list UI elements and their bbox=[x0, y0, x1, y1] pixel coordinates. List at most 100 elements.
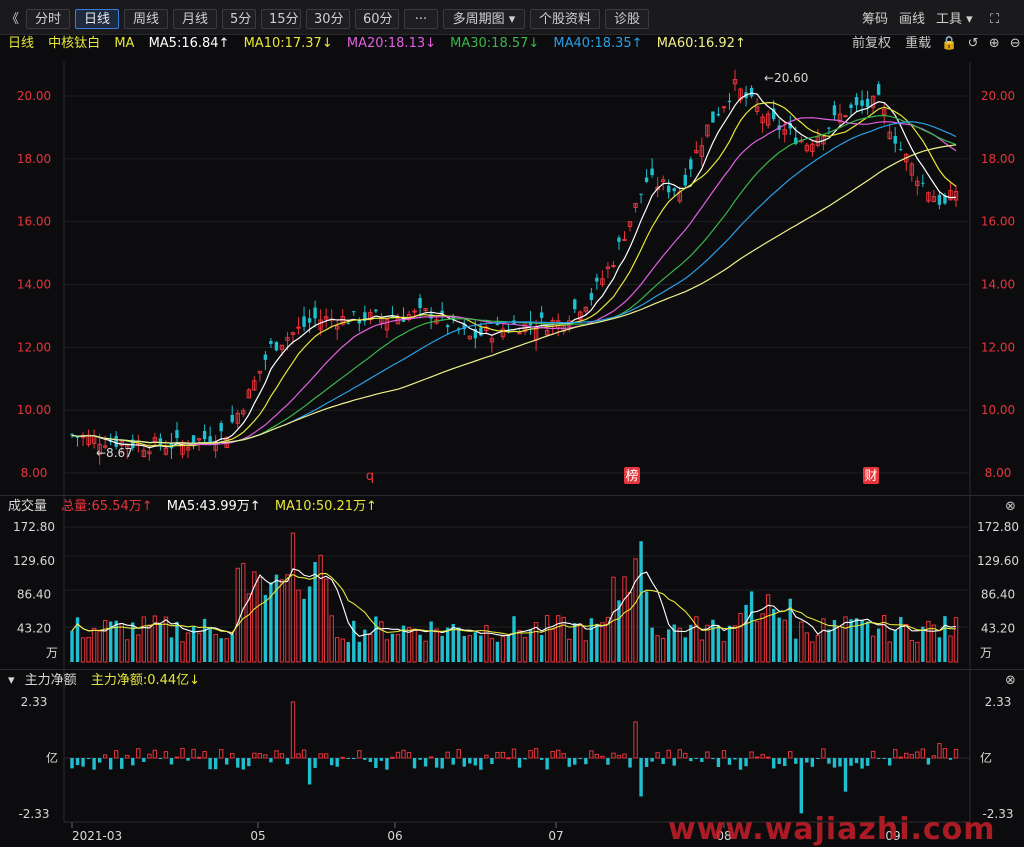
candle-body bbox=[904, 153, 909, 163]
flow-bar bbox=[909, 754, 914, 759]
zoom-in-icon[interactable]: ⊕ bbox=[988, 36, 1000, 51]
price-tick-left: 8.00 bbox=[21, 466, 48, 480]
lock-icon[interactable]: 🔒 bbox=[941, 36, 958, 51]
collapse-left-icon[interactable]: 《 bbox=[6, 12, 20, 27]
tab-1[interactable]: 日线 bbox=[75, 9, 119, 29]
tab-9[interactable]: 多周期图 ▾ bbox=[443, 9, 525, 29]
zoom-out-icon[interactable]: ⊖ bbox=[1009, 36, 1021, 51]
volume-bar bbox=[75, 617, 80, 662]
tools-dropdown[interactable]: 工具 ▾ bbox=[936, 12, 973, 27]
tab-8[interactable]: ··· bbox=[404, 9, 438, 29]
volume-bar bbox=[131, 622, 135, 662]
candle-body bbox=[406, 314, 412, 321]
candle-body bbox=[163, 447, 169, 455]
volume-bar bbox=[91, 628, 97, 663]
volume-bar bbox=[252, 571, 257, 663]
flow-bar bbox=[307, 758, 312, 785]
candle-body bbox=[285, 337, 290, 341]
candle-body bbox=[771, 108, 776, 120]
price-tick-left: 16.00 bbox=[17, 215, 51, 229]
draw-button[interactable]: 画线 bbox=[899, 12, 926, 27]
volume-bar bbox=[765, 594, 771, 663]
tab-4[interactable]: 5分 bbox=[222, 9, 256, 29]
flow-bar bbox=[600, 755, 605, 759]
flow-bar bbox=[379, 758, 384, 761]
flow-bar bbox=[247, 758, 251, 767]
volume-bar bbox=[794, 638, 798, 662]
flow-bar bbox=[777, 758, 781, 765]
collapse-icon[interactable]: ▾ bbox=[8, 673, 15, 688]
volume-bar bbox=[881, 614, 887, 663]
tab-7[interactable]: 60分 bbox=[355, 9, 399, 29]
price-tick-left: 12.00 bbox=[17, 340, 51, 354]
candle-body bbox=[887, 131, 892, 140]
flow-bar bbox=[75, 758, 80, 766]
volume-ma5-line bbox=[71, 568, 957, 637]
flow-bar bbox=[545, 758, 549, 770]
chips-button[interactable]: 筹码 bbox=[862, 12, 889, 27]
flow-bar bbox=[661, 758, 665, 765]
volume-close-icon[interactable]: ⊗ bbox=[1005, 499, 1016, 514]
candle-body bbox=[108, 440, 113, 443]
ma-label: MA bbox=[114, 36, 135, 51]
candle-body bbox=[196, 438, 202, 441]
x-tick-label: 2021-03 bbox=[72, 829, 122, 843]
candle-body bbox=[749, 87, 754, 97]
tab-5[interactable]: 15分 bbox=[261, 9, 301, 29]
volume-bar bbox=[605, 616, 611, 663]
flow-bar bbox=[70, 758, 74, 769]
candle-body bbox=[335, 325, 340, 330]
candle-body bbox=[390, 316, 395, 318]
reload-button[interactable]: 重载 bbox=[905, 36, 932, 51]
flow-close-icon[interactable]: ⊗ bbox=[1005, 673, 1016, 688]
tab-11[interactable]: 诊股 bbox=[605, 9, 649, 29]
volume-bar bbox=[821, 618, 826, 663]
flow-bar bbox=[666, 749, 671, 759]
event-marker-0: q bbox=[366, 469, 374, 484]
volume-bar bbox=[550, 628, 555, 663]
volume-bar bbox=[114, 620, 118, 662]
volume-bar bbox=[213, 633, 218, 663]
volume-ma10: MA10:50.21万↑ bbox=[274, 499, 377, 514]
candle-body bbox=[794, 137, 798, 145]
volume-bar bbox=[677, 627, 682, 663]
flow-bar bbox=[650, 758, 654, 762]
candle-body bbox=[650, 168, 654, 176]
candle-body bbox=[208, 436, 212, 443]
tab-0[interactable]: 分时 bbox=[26, 9, 70, 29]
fullscreen-icon[interactable]: ⛶ bbox=[990, 12, 1000, 27]
volume-bar bbox=[102, 620, 108, 663]
tab-2[interactable]: 周线 bbox=[124, 9, 168, 29]
volume-tick-right: 86.40 bbox=[981, 588, 1015, 602]
candle-body bbox=[689, 159, 693, 170]
candle-body bbox=[374, 309, 378, 312]
volume-bar bbox=[446, 627, 450, 662]
flow-bar bbox=[870, 750, 876, 759]
price-tick-right: 18.00 bbox=[981, 152, 1015, 166]
volume-bar bbox=[683, 637, 687, 662]
flow-bar bbox=[374, 758, 378, 769]
candle-body bbox=[329, 318, 334, 321]
flow-bar bbox=[208, 758, 212, 770]
volume-bar bbox=[296, 589, 301, 663]
candle-body bbox=[279, 344, 285, 351]
volume-bar bbox=[467, 635, 473, 663]
tab-3[interactable]: 月线 bbox=[173, 9, 217, 29]
volume-bar bbox=[340, 638, 345, 663]
flow-bar bbox=[953, 748, 959, 759]
candle-body bbox=[80, 434, 86, 438]
adjust-button[interactable]: 前复权 bbox=[852, 36, 892, 51]
candle-body bbox=[544, 330, 550, 336]
tab-10[interactable]: 个股资料 bbox=[530, 9, 600, 29]
flow-bar bbox=[236, 758, 240, 768]
undo-icon[interactable]: ↺ bbox=[967, 36, 979, 51]
volume-bar bbox=[269, 582, 273, 662]
candle-body bbox=[429, 313, 433, 319]
tab-6[interactable]: 30分 bbox=[306, 9, 350, 29]
candle-body bbox=[102, 445, 108, 448]
flow-bar bbox=[468, 758, 472, 764]
candle-body bbox=[462, 323, 466, 330]
flow-bar bbox=[285, 758, 290, 765]
volume-bar bbox=[323, 578, 329, 663]
candle-body bbox=[346, 323, 350, 325]
